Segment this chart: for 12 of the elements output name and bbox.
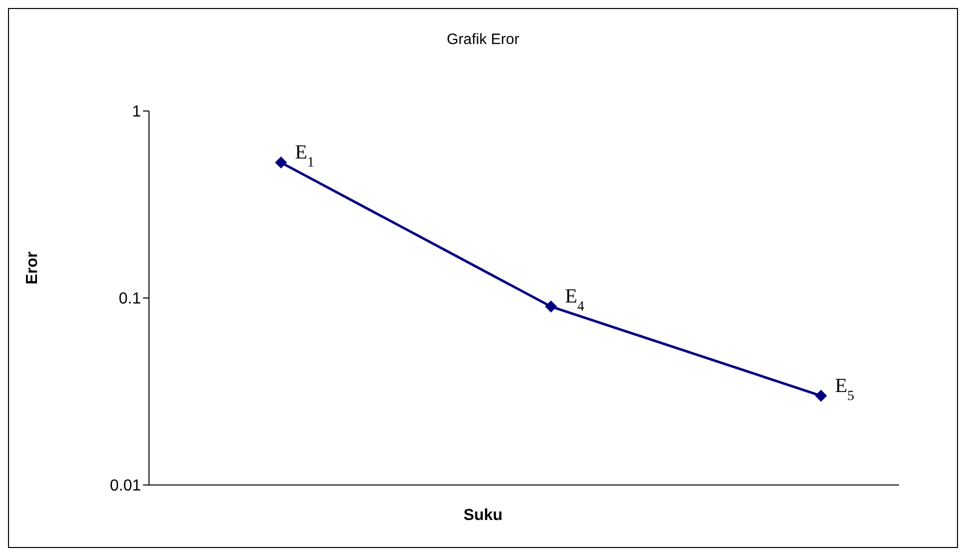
point — [275, 156, 287, 169]
y-axis-title: Eror — [24, 250, 42, 286]
y-tick-label: 0.01 — [110, 478, 142, 495]
annotation: E$_{5}$ — [835, 374, 854, 404]
point — [545, 300, 557, 313]
chart-title: Grafik Eror — [446, 31, 520, 48]
annotation: E$_{4}$ — [565, 286, 584, 314]
y-tick-label: 1 — [132, 104, 142, 121]
point — [815, 390, 827, 402]
annotation: E$_{1}$ — [295, 142, 314, 170]
x-axis-title: Suku — [462, 507, 504, 525]
y-tick-label: 0.1 — [118, 290, 142, 308]
